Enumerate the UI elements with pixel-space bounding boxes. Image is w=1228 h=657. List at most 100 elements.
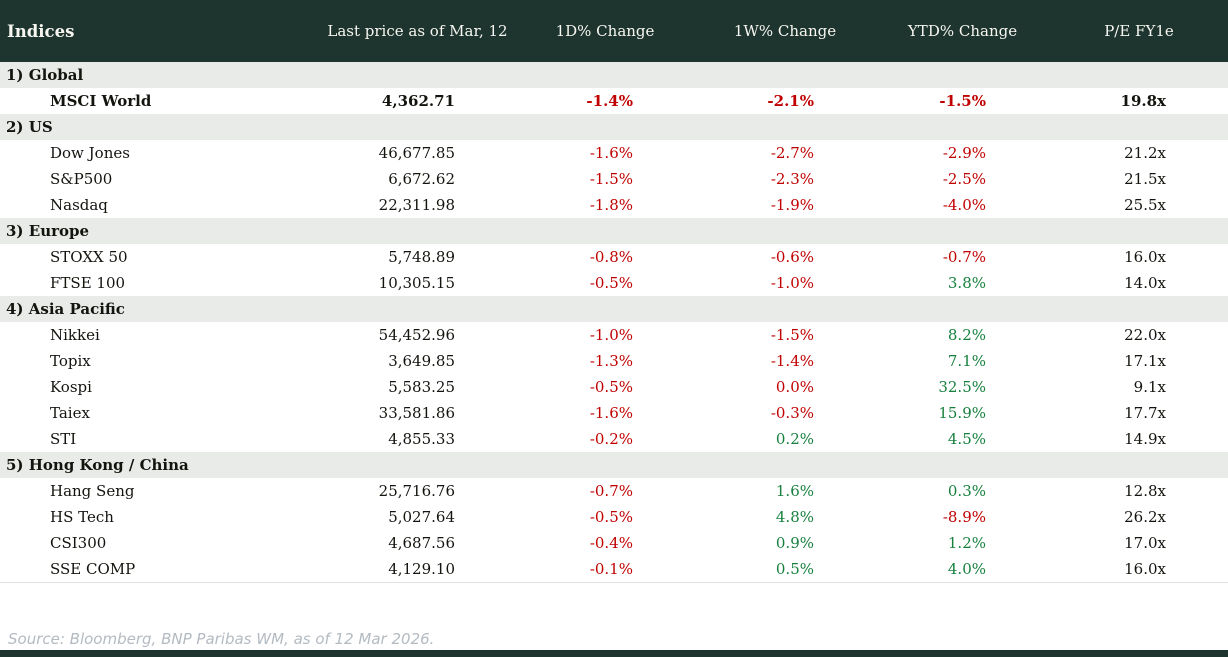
index-name: FTSE 100 — [50, 274, 126, 292]
d1-change: -0.7% — [589, 482, 633, 500]
pe-ratio: 16.0x — [1124, 248, 1166, 266]
w1-change: 0.5% — [775, 559, 814, 578]
index-row: FTSE 100 10,305.15 -0.5% -1.0% 3.8% 14.0x — [0, 270, 1228, 296]
w1-change: -1.4% — [770, 352, 814, 370]
last-price: 4,362.71 — [381, 92, 455, 110]
section-row: 3) Europe — [0, 218, 1228, 244]
pe-ratio: 17.7x — [1124, 404, 1166, 422]
pe-ratio: 9.1x — [1133, 378, 1166, 396]
pe-ratio: 17.0x — [1124, 534, 1166, 552]
section-row: 2) US — [0, 114, 1228, 140]
w1-change: -2.7% — [770, 144, 814, 162]
w1-change: -1.5% — [770, 326, 814, 344]
index-name: SSE COMP — [50, 559, 136, 578]
section-row: 5) Hong Kong / China — [0, 452, 1228, 478]
column-header-last-price: Last price as of Mar, 12 — [327, 22, 508, 40]
ytd-change: 4.0% — [947, 559, 986, 578]
index-name: STOXX 50 — [50, 248, 128, 266]
index-row: MSCI World 4,362.71 -1.4% -2.1% -1.5% 19.8x — [0, 88, 1228, 114]
column-header-ytd-change: YTD% Change — [907, 22, 1018, 40]
ytd-change: 15.9% — [938, 404, 986, 422]
ytd-change: 1.2% — [947, 534, 986, 552]
index-name: Topix — [50, 352, 91, 370]
section-row: 4) Asia Pacific — [0, 296, 1228, 322]
w1-change: 0.9% — [775, 534, 814, 552]
w1-change: 4.8% — [775, 508, 814, 526]
section-label: 4) Asia Pacific — [6, 300, 125, 318]
index-name: S&P500 — [50, 170, 113, 188]
ytd-change: -4.0% — [942, 196, 986, 214]
ytd-change: -1.5% — [939, 92, 986, 110]
index-row: Topix 3,649.85 -1.3% -1.4% 7.1% 17.1x — [0, 348, 1228, 374]
pe-ratio: 16.0x — [1124, 559, 1166, 578]
pe-ratio: 22.0x — [1124, 326, 1166, 344]
index-row: CSI300 4,687.56 -0.4% 0.9% 1.2% 17.0x — [0, 530, 1228, 556]
last-price: 22,311.98 — [378, 196, 455, 214]
ytd-change: 32.5% — [938, 378, 986, 396]
last-price: 5,027.64 — [388, 508, 455, 526]
index-row: Nasdaq 22,311.98 -1.8% -1.9% -4.0% 25.5x — [0, 192, 1228, 218]
index-row: Nikkei 54,452.96 -1.0% -1.5% 8.2% 22.0x — [0, 322, 1228, 348]
d1-change: -0.2% — [589, 430, 633, 448]
index-name: Kospi — [50, 378, 92, 396]
ytd-change: 3.8% — [947, 274, 986, 292]
index-row: Taiex 33,581.86 -1.6% -0.3% 15.9% 17.7x — [0, 400, 1228, 426]
index-name: CSI300 — [50, 534, 107, 552]
index-name: Hang Seng — [50, 482, 135, 500]
last-price: 33,581.86 — [378, 404, 455, 422]
last-price: 4,687.56 — [388, 534, 455, 552]
index-row: STI 4,855.33 -0.2% 0.2% 4.5% 14.9x — [0, 426, 1228, 452]
last-price: 5,583.25 — [388, 378, 455, 396]
index-row: SSE COMP 4,129.10 -0.1% 0.5% 4.0% 16.0x — [0, 556, 1228, 582]
pe-ratio: 14.0x — [1124, 274, 1166, 292]
index-row: S&P500 6,672.62 -1.5% -2.3% -2.5% 21.5x — [0, 166, 1228, 192]
pe-ratio: 12.8x — [1124, 482, 1166, 500]
d1-change: -0.5% — [589, 378, 633, 396]
d1-change: -1.8% — [589, 196, 633, 214]
last-price: 54,452.96 — [378, 326, 455, 344]
bottom-accent-bar — [0, 650, 1228, 657]
pe-ratio: 21.5x — [1124, 170, 1166, 188]
w1-change: -1.9% — [770, 196, 814, 214]
ytd-change: -8.9% — [942, 508, 986, 526]
ytd-change: -2.9% — [942, 144, 986, 162]
indices-table-header: Indices Last price as of Mar, 12 1D% Cha… — [0, 0, 1228, 62]
ytd-change: -0.7% — [942, 248, 986, 266]
section-label: 5) Hong Kong / China — [6, 456, 189, 474]
column-header-1w-change: 1W% Change — [733, 22, 837, 40]
index-name: Taiex — [50, 404, 90, 422]
w1-change: -1.0% — [770, 274, 814, 292]
pe-ratio: 19.8x — [1120, 92, 1166, 110]
last-price: 5,748.89 — [388, 248, 455, 266]
d1-change: -1.5% — [589, 170, 633, 188]
section-row: 1) Global — [0, 62, 1228, 88]
index-row: Kospi 5,583.25 -0.5% 0.0% 32.5% 9.1x — [0, 374, 1228, 400]
pe-ratio: 14.9x — [1124, 430, 1166, 448]
last-price: 25,716.76 — [378, 482, 455, 500]
d1-change: -1.6% — [589, 144, 633, 162]
last-price: 46,677.85 — [378, 144, 455, 162]
ytd-change: 4.5% — [947, 430, 986, 448]
column-header-1d-change: 1D% Change — [555, 22, 655, 40]
pe-ratio: 25.5x — [1124, 196, 1166, 214]
header-row: Indices Last price as of Mar, 12 1D% Cha… — [0, 0, 1228, 62]
index-name: Dow Jones — [50, 144, 130, 162]
section-label: 1) Global — [6, 66, 84, 84]
d1-change: -0.5% — [589, 508, 633, 526]
w1-change: 0.2% — [775, 430, 814, 448]
w1-change: -0.3% — [770, 404, 814, 422]
index-row: STOXX 50 5,748.89 -0.8% -0.6% -0.7% 16.0x — [0, 244, 1228, 270]
w1-change: -2.3% — [770, 170, 814, 188]
index-name: Nikkei — [50, 326, 100, 344]
d1-change: -1.6% — [589, 404, 633, 422]
last-price: 10,305.15 — [378, 274, 455, 292]
index-name: STI — [50, 430, 77, 448]
d1-change: -0.5% — [589, 274, 633, 292]
last-price: 4,855.33 — [388, 430, 455, 448]
d1-change: -1.3% — [589, 352, 633, 370]
column-header-pe: P/E FY1e — [1104, 22, 1174, 40]
d1-change: -0.4% — [589, 534, 633, 552]
ytd-change: 8.2% — [947, 326, 986, 344]
pe-ratio: 21.2x — [1124, 144, 1166, 162]
w1-change: -2.1% — [767, 92, 814, 110]
